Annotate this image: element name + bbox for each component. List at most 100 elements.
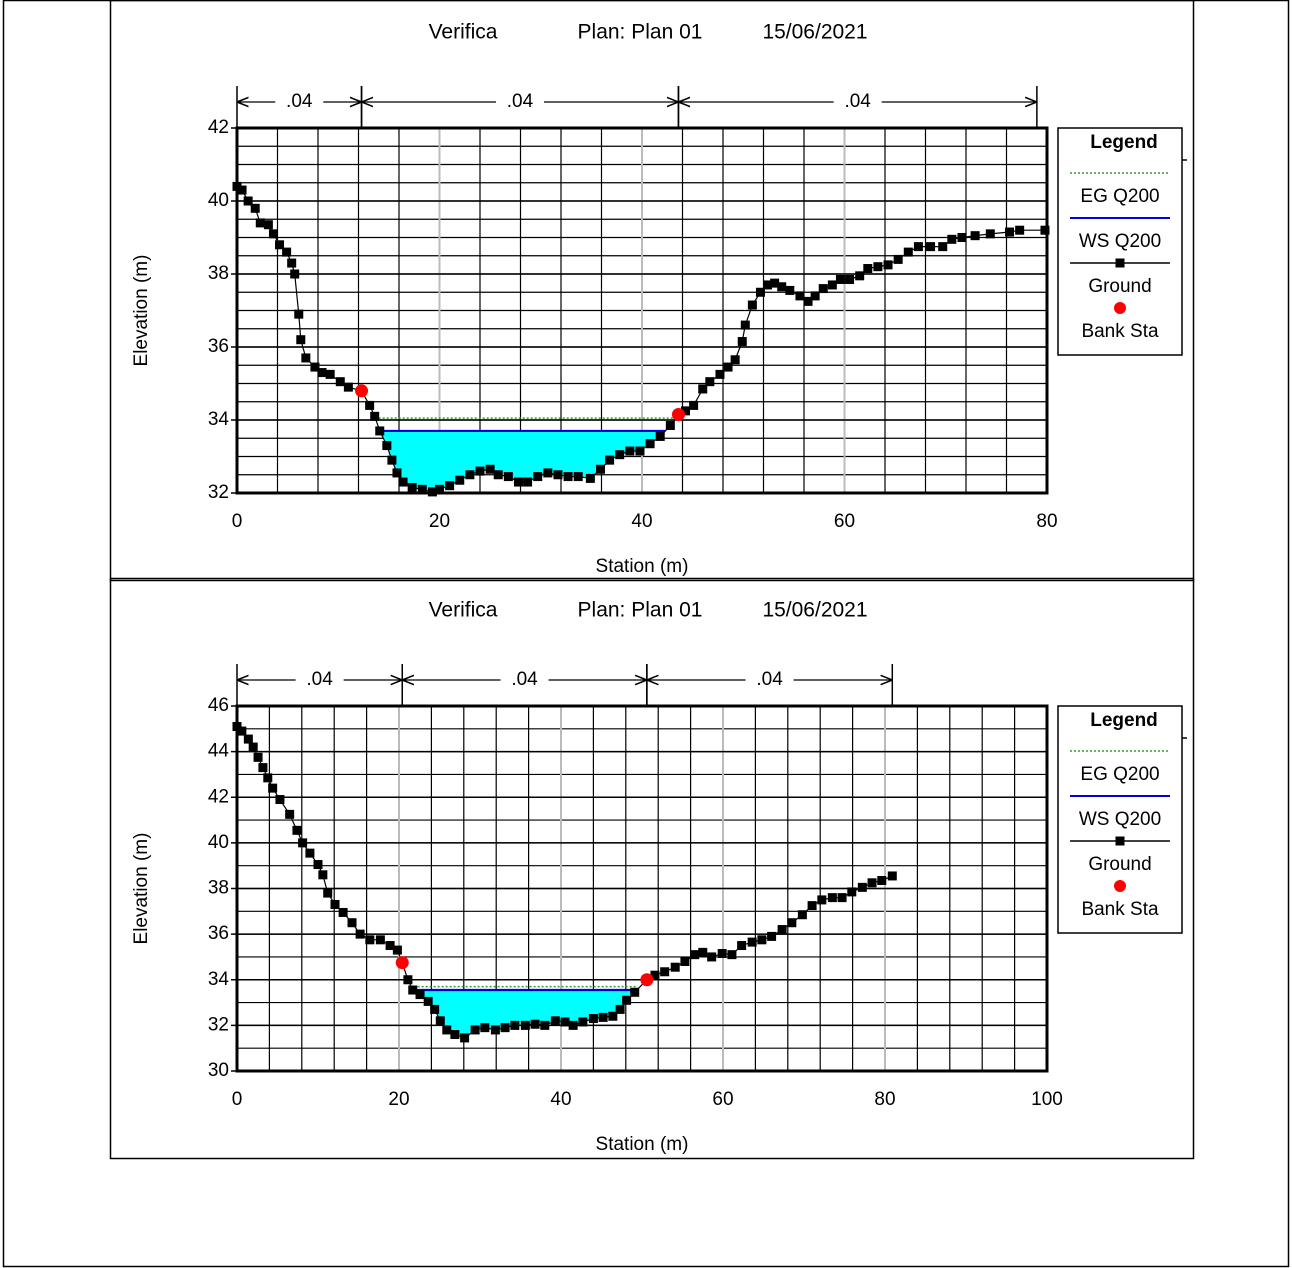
ground-point [568, 1020, 578, 1030]
ground-point [903, 247, 913, 257]
ground-point [715, 369, 725, 379]
ground-point [723, 362, 733, 372]
ground-point [513, 477, 523, 487]
chart-frame [109, 0, 1195, 582]
x-tick-label: 80 [874, 1089, 895, 1110]
ground-point [608, 1011, 618, 1021]
bank-station [395, 956, 409, 970]
ground-point [573, 472, 583, 482]
ground-point [970, 231, 980, 241]
y-tick-label: 36 [208, 336, 229, 357]
ground-point [407, 483, 417, 493]
chart-date: 15/06/2021 [762, 21, 867, 44]
y-tick-label: 46 [208, 695, 229, 716]
ground-point [335, 377, 345, 387]
legend-swatch [1114, 880, 1126, 892]
ground-point [645, 439, 655, 449]
ground-point [681, 406, 691, 416]
ground-point [550, 1016, 560, 1026]
ground-point [417, 484, 427, 494]
x-tick-label: 40 [550, 1089, 571, 1110]
ground-point [873, 262, 883, 272]
x-tick-label: 60 [834, 511, 855, 532]
ground-point [375, 426, 385, 436]
y-axis-label: Elevation (m) [131, 255, 152, 367]
ground-point [313, 860, 323, 870]
x-tick-label: 20 [388, 1089, 409, 1110]
ground-point [533, 472, 543, 482]
ground-point [323, 888, 333, 898]
ground-point [947, 234, 957, 244]
y-tick-label: 44 [208, 741, 230, 762]
ground-point [810, 291, 820, 301]
ground-point [1015, 225, 1025, 235]
ground-point [435, 1016, 445, 1026]
ground-point [1005, 227, 1015, 237]
ground-point [510, 1020, 520, 1030]
ground-point [717, 949, 727, 959]
ground-point [338, 907, 348, 917]
y-tick-label: 42 [208, 786, 229, 807]
ground-point [670, 962, 680, 972]
ground-point [563, 472, 573, 482]
ground-point [578, 1017, 588, 1027]
ground-point [797, 910, 807, 920]
y-tick-label: 32 [208, 482, 229, 503]
ground-point [698, 947, 708, 957]
ground-point [375, 935, 385, 945]
ground-point [465, 470, 475, 480]
ground-point [635, 446, 645, 456]
ground-point [747, 300, 757, 310]
water-fill [412, 990, 634, 1038]
ground-point [763, 280, 773, 290]
ground-point [867, 878, 877, 888]
ground-point [588, 1014, 598, 1024]
legend-box [1057, 127, 1183, 356]
manning-n-label: .04 [286, 91, 313, 112]
legend-box [1057, 705, 1183, 934]
manning-n-label: .04 [306, 669, 333, 690]
ground-point [740, 320, 750, 330]
ground-point [500, 1023, 510, 1033]
ground-point [767, 931, 777, 941]
ground-point [553, 470, 563, 480]
legend-title: Legend [1090, 710, 1158, 731]
x-tick-label: 0 [232, 511, 243, 532]
ground-point [777, 925, 787, 935]
y-axis-label: Elevation (m) [131, 833, 152, 945]
ground-point [294, 309, 304, 319]
plot-frame [235, 126, 1049, 495]
ground-point [263, 773, 273, 783]
x-tick-label: 80 [1036, 511, 1057, 532]
legend-label: Bank Sta [1081, 899, 1159, 920]
ground-point [598, 1012, 608, 1022]
ground-point [392, 468, 402, 478]
legend-label: EG Q200 [1080, 186, 1159, 207]
ground-point [857, 882, 867, 892]
ground-point [585, 473, 595, 483]
ground-point [855, 271, 865, 281]
ground-point [863, 264, 873, 274]
ground-point [370, 411, 380, 421]
manning-n-label: .04 [507, 91, 534, 112]
ground-point [747, 937, 757, 947]
legend-label: WS Q200 [1079, 231, 1161, 252]
water-fill [379, 430, 666, 492]
ground-point [365, 935, 375, 945]
legend-label: WS Q200 [1079, 809, 1161, 830]
ground-point [318, 870, 328, 880]
legend-label: Ground [1088, 276, 1151, 297]
bank-station [671, 408, 685, 422]
ground-point [847, 887, 857, 897]
ground-point [680, 957, 690, 966]
legend-swatch [1115, 258, 1125, 268]
ground-point [258, 763, 268, 773]
ground-point [317, 368, 327, 378]
ground-point [630, 987, 640, 997]
ground-point [655, 431, 665, 441]
ground-point [755, 287, 765, 297]
chart-title: Verifica [429, 21, 498, 44]
ground-point [485, 464, 495, 474]
ground-point [595, 464, 605, 474]
ground-point [415, 990, 425, 1000]
